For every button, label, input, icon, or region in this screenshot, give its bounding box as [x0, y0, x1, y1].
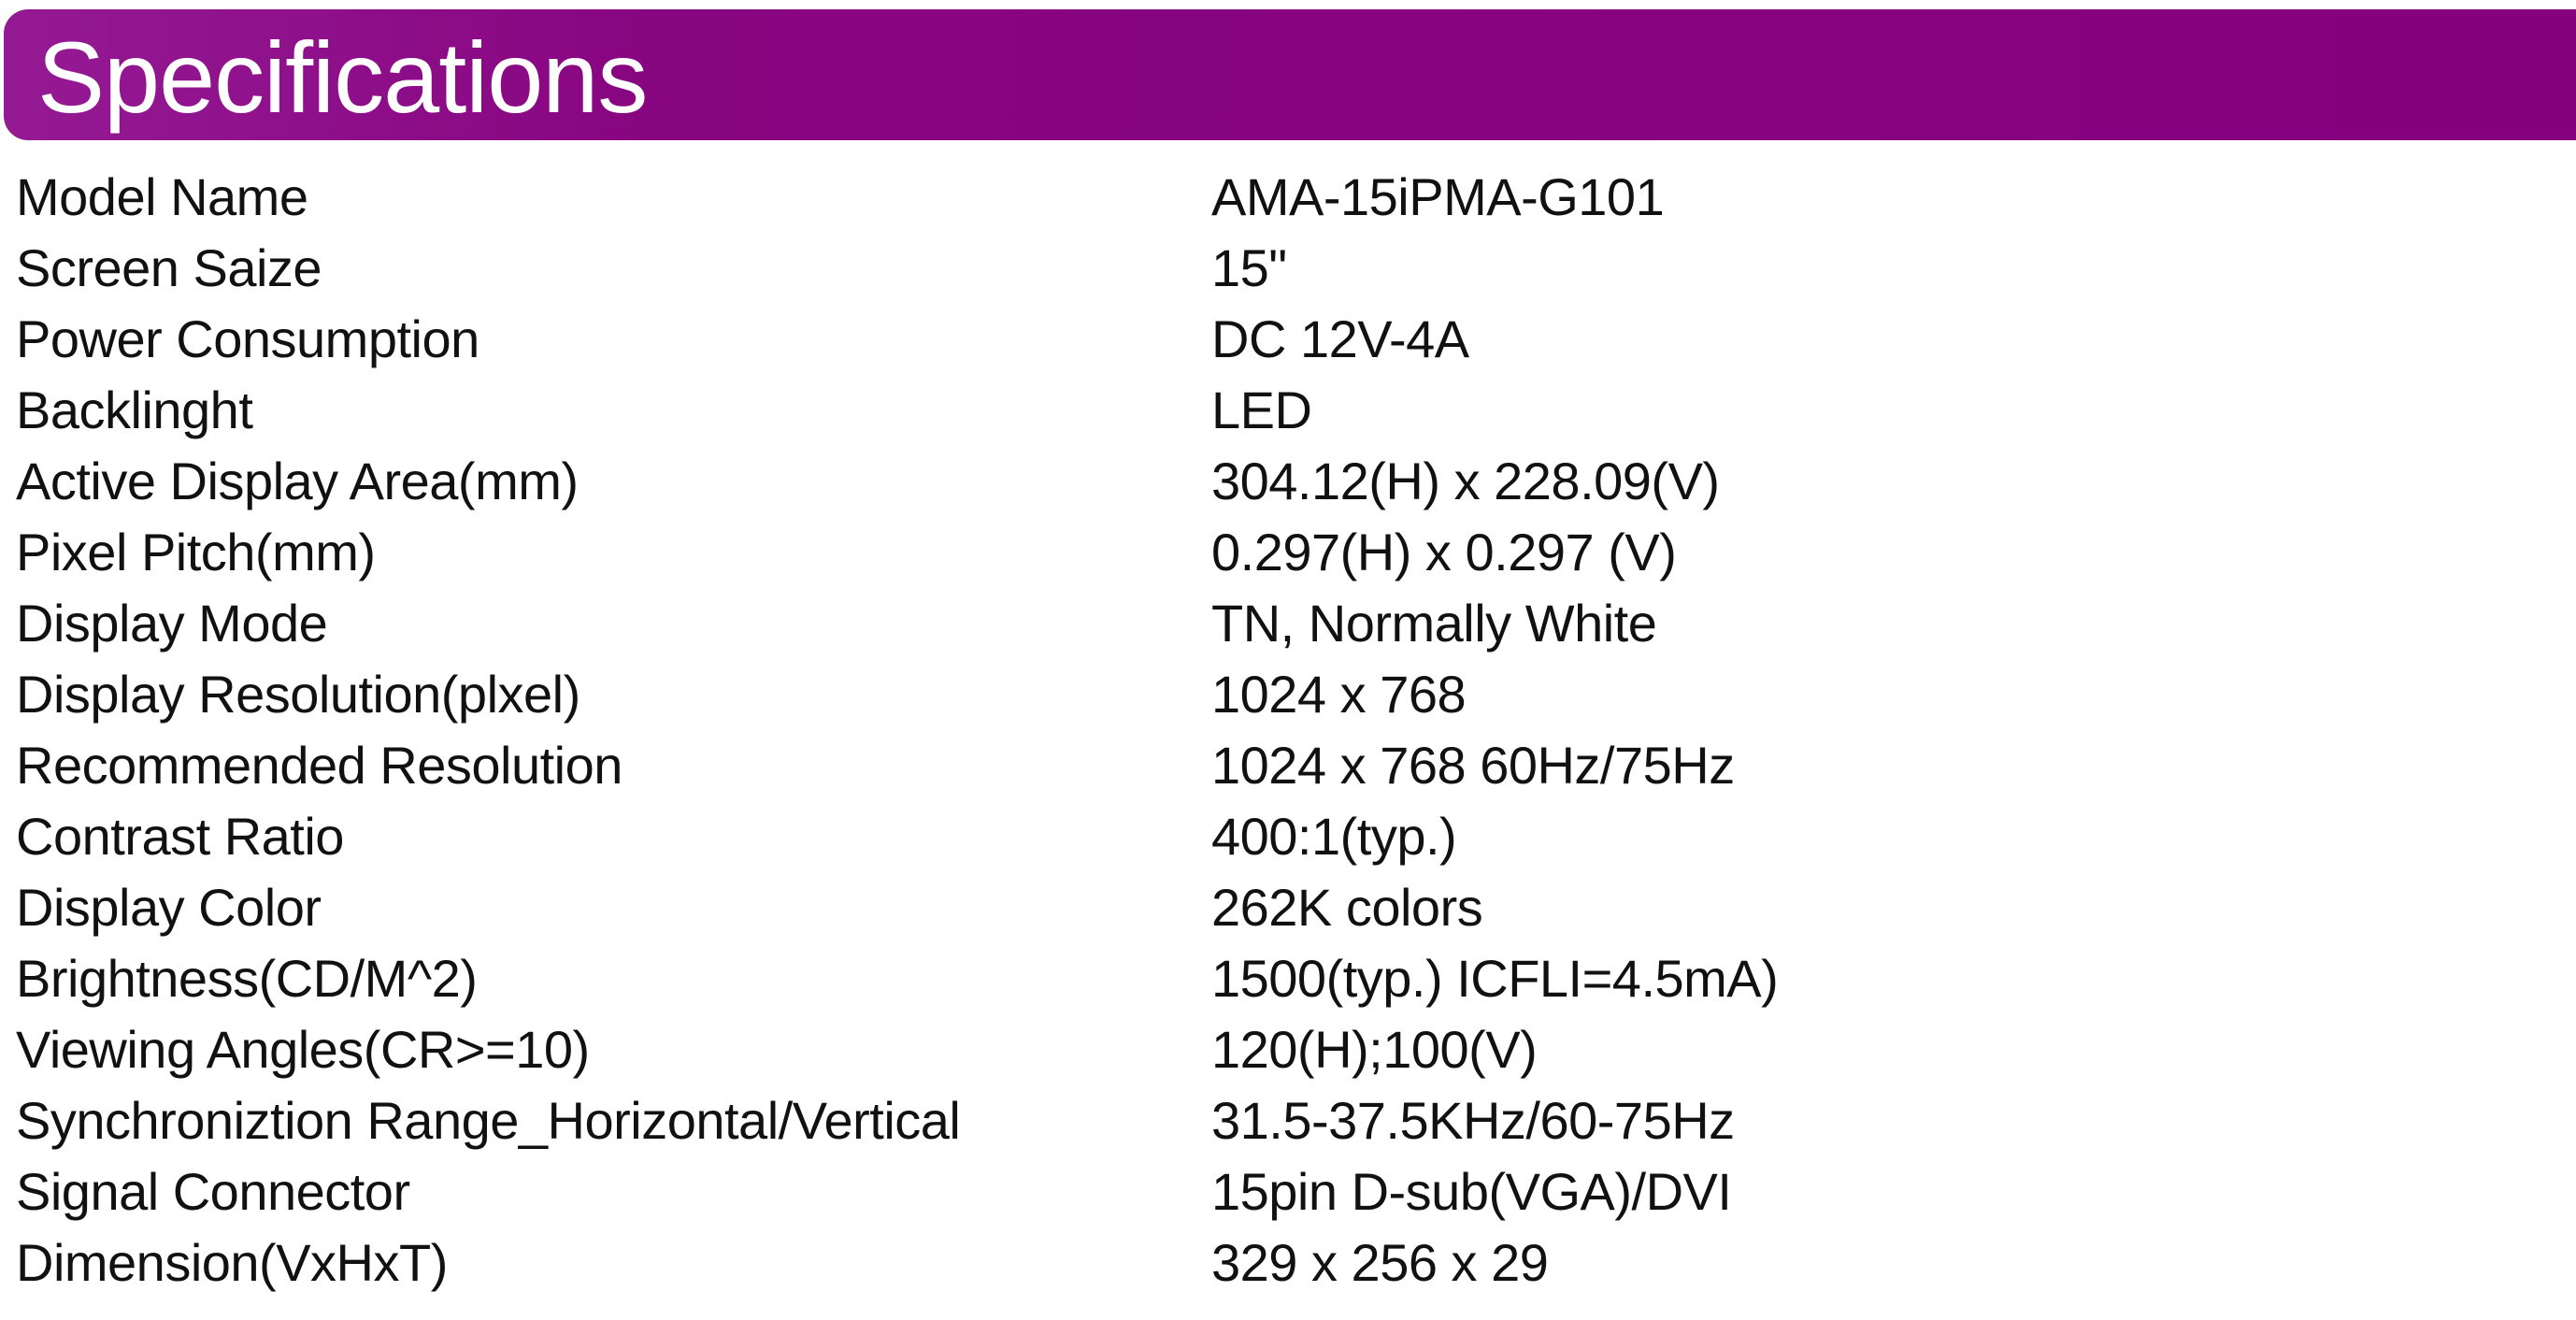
spec-value: AMA-15iPMA-G101 [1211, 167, 1665, 226]
spec-label: Pixel Pitch(mm) [16, 523, 376, 581]
spec-row: Pixel Pitch(mm) 0.297(H) x 0.297 (V) [0, 520, 2576, 591]
spec-row: Display Resolution(plxel) 1024 x 768 [0, 662, 2576, 733]
spec-row: Dimension(VxHxT) 329 x 256 x 29 [0, 1230, 2576, 1301]
spec-value: TN, Normally White [1211, 594, 1657, 653]
spec-value: 1500(typ.) ICFLI=4.5mA) [1211, 949, 1779, 1008]
spec-row: Contrast Ratio 400:1(typ.) [0, 804, 2576, 875]
spec-label: Viewing Angles(CR>=10) [16, 1020, 590, 1079]
spec-value: 15" [1211, 238, 1287, 297]
spec-label: Brightness(CD/M^2) [16, 949, 478, 1008]
spec-row: Signal Connector 15pin D-sub(VGA)/DVI [0, 1159, 2576, 1230]
spec-row: Model Name AMA-15iPMA-G101 [0, 165, 2576, 236]
spec-label: Power Consumption [16, 309, 479, 368]
spec-value: DC 12V-4A [1211, 309, 1469, 368]
spec-label: Backlinght [16, 380, 253, 439]
spec-label: Screen Saize [16, 238, 322, 297]
spec-value: 262K colors [1211, 878, 1483, 937]
spec-label: Signal Connector [16, 1162, 410, 1221]
spec-value: 400:1(typ.) [1211, 807, 1457, 866]
spec-label: Contrast Ratio [16, 807, 344, 866]
spec-label: Recommended Resolution [16, 736, 623, 795]
spec-label: Display Resolution(plxel) [16, 665, 580, 724]
spec-value: 1024 x 768 [1211, 665, 1467, 724]
spec-row: Display Mode TN, Normally White [0, 591, 2576, 662]
spec-value: 0.297(H) x 0.297 (V) [1211, 523, 1677, 581]
spec-row: Viewing Angles(CR>=10) 120(H);100(V) [0, 1017, 2576, 1088]
spec-row: Screen Saize 15" [0, 236, 2576, 307]
specifications-header: Specifications [4, 9, 2576, 140]
spec-value: 1024 x 768 60Hz/75Hz [1211, 736, 1735, 795]
spec-row: Power Consumption DC 12V-4A [0, 307, 2576, 378]
spec-label: Model Name [16, 167, 308, 226]
spec-row: Backlinght LED [0, 378, 2576, 449]
spec-row: Synchroniztion Range_Horizontal/Vertical… [0, 1088, 2576, 1159]
spec-row: Active Display Area(mm) 304.12(H) x 228.0… [0, 449, 2576, 520]
page-title: Specifications [37, 21, 648, 134]
spec-table: Model Name AMA-15iPMA-G101 Screen Saize 15"… [0, 165, 2576, 1301]
spec-label: Active Display Area(mm) [16, 452, 579, 510]
spec-value: 31.5-37.5KHz/60-75Hz [1211, 1091, 1735, 1150]
spec-label: Display Color [16, 878, 322, 937]
spec-value: 304.12(H) x 228.09(V) [1211, 452, 1720, 510]
spec-label: Dimension(VxHxT) [16, 1233, 448, 1292]
spec-value: LED [1211, 380, 1312, 439]
spec-value: 120(H);100(V) [1211, 1020, 1538, 1079]
spec-value: 329 x 256 x 29 [1211, 1233, 1549, 1292]
spec-row: Brightness(CD/M^2) 1500(typ.) ICFLI=4.5mA… [0, 946, 2576, 1017]
spec-row: Display Color 262K colors [0, 875, 2576, 946]
spec-label: Synchroniztion Range_Horizontal/Vertical [16, 1091, 961, 1150]
spec-value: 15pin D-sub(VGA)/DVI [1211, 1162, 1732, 1221]
spec-row: Recommended Resolution 1024 x 768 60Hz/75… [0, 733, 2576, 804]
spec-label: Display Mode [16, 594, 328, 653]
